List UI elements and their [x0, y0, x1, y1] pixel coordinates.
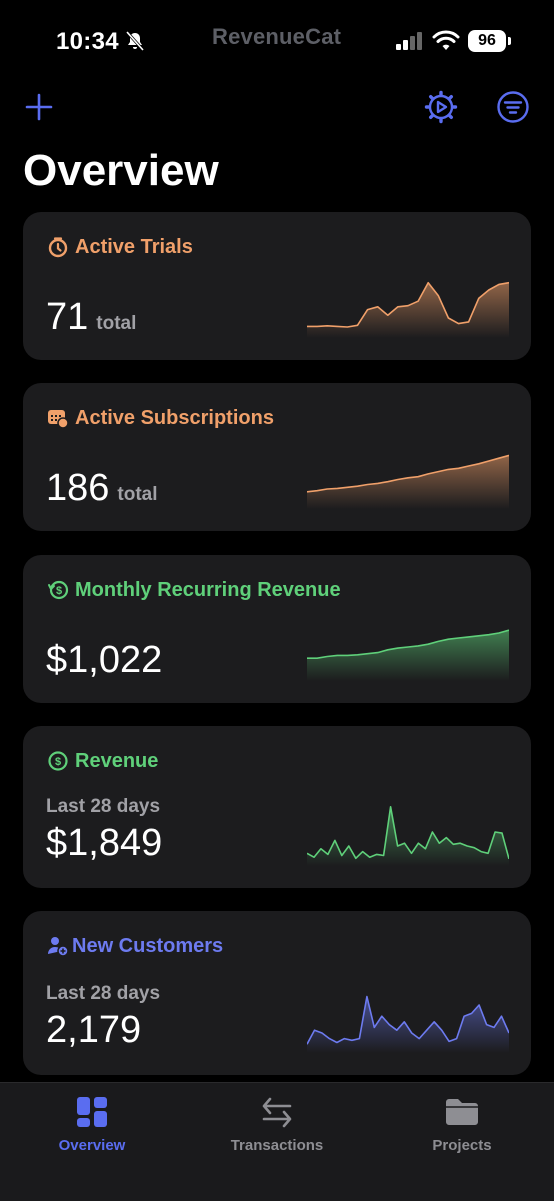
active-subscriptions-card[interactable]: Active Subscriptions 186 total [23, 383, 531, 531]
add-icon[interactable] [24, 92, 54, 122]
wifi-icon [432, 30, 460, 50]
sparkline-line [307, 454, 509, 493]
filter-icon[interactable] [496, 90, 530, 124]
sparkline-area [307, 806, 509, 866]
card-title: Active Trials [75, 236, 193, 258]
sparkline-area [307, 282, 509, 338]
tab-label: Overview [58, 1137, 126, 1154]
page-title: Overview [23, 146, 219, 195]
tab-overview[interactable]: Overview [22, 1083, 162, 1173]
svg-text:$: $ [55, 756, 61, 768]
status-bar: 10:34 RevenueCat 96 [0, 0, 554, 80]
sparkline-area [307, 996, 509, 1053]
sparkline-chart [307, 806, 509, 866]
card-title: Monthly Recurring Revenue [75, 579, 341, 601]
tab-transactions[interactable]: Transactions [207, 1083, 347, 1173]
revenue-card[interactable]: $ Revenue Last 28 days $1,849 [23, 726, 531, 888]
cellular-signal-icon [396, 32, 422, 50]
status-time: 10:34 [56, 28, 119, 55]
arrows-exchange-icon [262, 1097, 292, 1128]
svg-text:$: $ [56, 585, 62, 597]
tab-label: Transactions [230, 1137, 324, 1154]
metric-unit: total [96, 313, 137, 334]
period-label: Last 28 days [46, 983, 161, 1004]
metric-value: 2,179 [46, 1009, 142, 1051]
dashboard-icon [77, 1097, 107, 1127]
card-title: Revenue [75, 750, 159, 772]
brand-name: RevenueCat [212, 24, 342, 49]
card-title: Active Subscriptions [75, 407, 274, 429]
gear-icon[interactable] [424, 90, 458, 124]
active-trials-card[interactable]: Active Trials 71 total [23, 212, 531, 360]
folder-icon [446, 1099, 478, 1125]
tab-bar: Overview Transactions Projects [0, 1082, 554, 1201]
tab-projects[interactable]: Projects [392, 1083, 532, 1173]
calendar-icon [48, 410, 69, 429]
silent-bell-icon [125, 31, 145, 51]
sparkline-chart [307, 454, 509, 509]
sparkline-chart [307, 281, 509, 338]
metric-value: $1,022 [46, 639, 163, 681]
period-label: Last 28 days [46, 796, 161, 817]
metric-value: 186 total [46, 467, 158, 509]
metric-value: 71 total [46, 296, 137, 338]
sparkline-line [307, 629, 509, 659]
new-customers-card[interactable]: New Customers Last 28 days 2,179 [23, 911, 531, 1075]
sparkline-chart [307, 629, 509, 681]
dollar-circle-icon: $ [48, 751, 68, 771]
metric-value: $1,849 [46, 822, 163, 864]
sparkline-line [307, 806, 509, 860]
mrr-card[interactable]: $ Monthly Recurring Revenue $1,022 [23, 555, 531, 703]
timer-icon [48, 237, 68, 258]
sparkline-area [307, 630, 509, 681]
add-user-icon [48, 937, 69, 957]
recurring-dollar-icon: $ [48, 580, 69, 600]
tab-label: Projects [432, 1137, 492, 1154]
sparkline-line [307, 995, 509, 1045]
sparkline-chart [307, 995, 509, 1053]
battery-indicator: 96 [468, 30, 511, 52]
metric-unit: total [117, 484, 158, 505]
card-title: New Customers [72, 935, 224, 957]
sparkline-line [307, 281, 509, 328]
